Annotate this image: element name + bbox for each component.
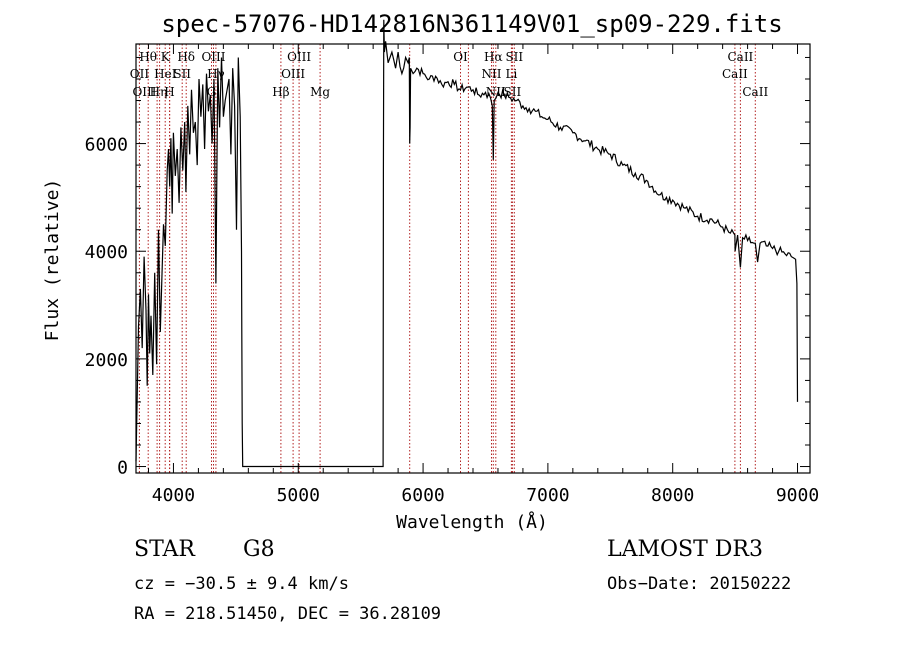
line-label: Hβ [272, 85, 289, 99]
axes: 4000 5000 6000 7000 8000 9000 0 2000 4000 6000 [85, 44, 819, 506]
line-label: CaII [727, 50, 753, 64]
y-tick-label: 6000 [85, 135, 128, 156]
x-tick-label: 5000 [277, 485, 320, 506]
line-label: G [207, 85, 217, 99]
object-class: STAR [134, 537, 195, 562]
line-label: Hα [484, 50, 503, 64]
x-tick-label: 6000 [401, 485, 444, 506]
line-label: OI [453, 50, 468, 64]
spectrum-line [135, 19, 799, 468]
survey-name: LAMOST DR3 [607, 537, 763, 562]
line-label: OIII [281, 67, 305, 81]
chart-title: spec-57076-HD142816N361149V01_sp09-229.f… [161, 10, 782, 38]
y-tick-label: 0 [117, 458, 128, 479]
line-label: Hη [150, 85, 168, 99]
line-label: CaII [742, 85, 768, 99]
x-tick-label: 4000 [152, 485, 195, 506]
y-tick-label: 2000 [85, 350, 128, 371]
line-label: Mg [310, 85, 330, 99]
y-tick-label: 4000 [85, 242, 128, 263]
line-label: HeI [154, 67, 177, 81]
line-label: Hγ [207, 67, 225, 81]
object-subclass: G8 [243, 537, 275, 562]
line-label: SII [505, 50, 523, 64]
line-label: SII [173, 67, 191, 81]
spectral-line-markers [138, 44, 756, 473]
line-label: OIII [287, 50, 311, 64]
line-label: CaII [722, 67, 748, 81]
coordinates: RA = 218.51450, DEC = 36.28109 [134, 604, 442, 624]
plot-frame [135, 43, 811, 474]
x-axis-label: Wavelength (Å) [396, 511, 548, 533]
line-label: OIII [132, 85, 156, 99]
x-tick-label: 8000 [651, 485, 694, 506]
x-tick-label: 9000 [776, 485, 819, 506]
line-label: H [164, 85, 174, 99]
line-label: Hθ [139, 50, 157, 64]
line-label: OII [130, 67, 150, 81]
line-label: OIII [201, 50, 225, 64]
observation-date: Obs−Date: 20150222 [607, 574, 792, 594]
line-label: Hδ [177, 50, 195, 64]
y-axis-label: Flux (relative) [42, 179, 63, 342]
x-tick-label: 7000 [526, 485, 569, 506]
redshift-velocity: cz = −30.5 ± 9.4 km/s [134, 574, 349, 594]
line-label: K [161, 50, 171, 64]
line-label: Li [505, 67, 517, 81]
line-label: NII [482, 67, 502, 81]
